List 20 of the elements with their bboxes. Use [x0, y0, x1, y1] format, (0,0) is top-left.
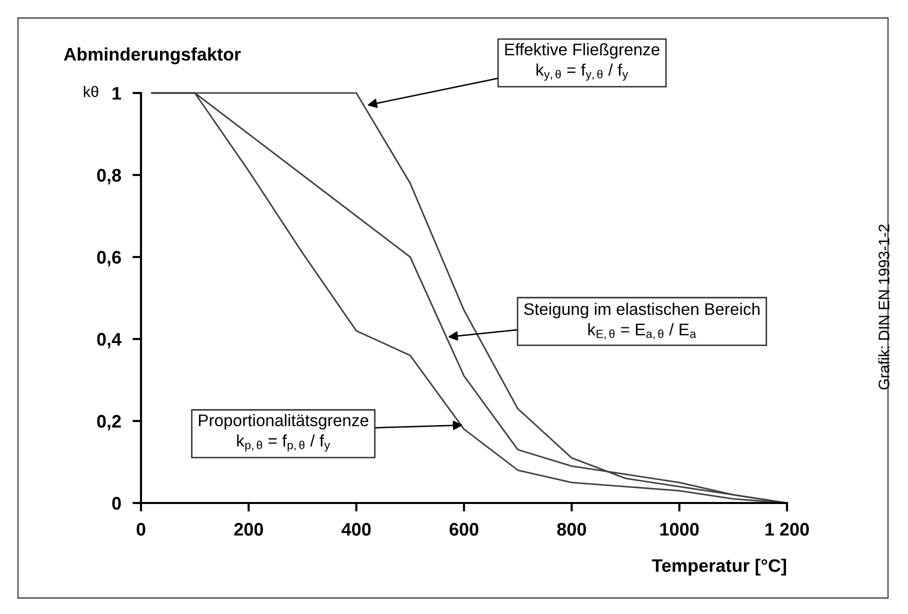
text: Grafik: DIN EN 1993-1-2	[878, 224, 890, 390]
x-tick-label: 600	[450, 522, 478, 536]
x-tick-label: 1 200	[766, 522, 809, 536]
y-tick-label: 0	[112, 496, 121, 510]
y-tick-label: 1	[112, 87, 122, 100]
annotation: Effektive Fließgrenze k$_{y,θ}$ = f$_{y,θ}$ / f$_{y}$	[505, 43, 660, 81]
y-tick-label: 0,4	[97, 332, 122, 348]
y-tick-label: 0,8	[97, 168, 122, 184]
x-tick-label: 800	[557, 522, 586, 536]
x-tick-label: 0	[136, 522, 146, 536]
x-tick-label: 200	[234, 522, 263, 536]
y-tick-label: 0,6	[97, 250, 121, 266]
y-tick-label: 0,2	[97, 414, 121, 430]
text: kθ	[84, 86, 98, 98]
x-axis-title: Temperatur [°C]	[652, 558, 786, 576]
y-axis-title: Abminderungsfaktor	[64, 47, 241, 64]
x-tick-label: 400	[342, 522, 371, 536]
x-tick-label: 1000	[660, 522, 699, 536]
annotation: Proportionalitätsgrenze k$_{p,θ}$ = f$_{p,θ}$ / f$_{y}$	[198, 414, 368, 452]
annotation: Steigung im elastischen Bereich k$_{E,θ}$ = E$_{a,θ}$ / E$_{a}$	[524, 302, 760, 340]
